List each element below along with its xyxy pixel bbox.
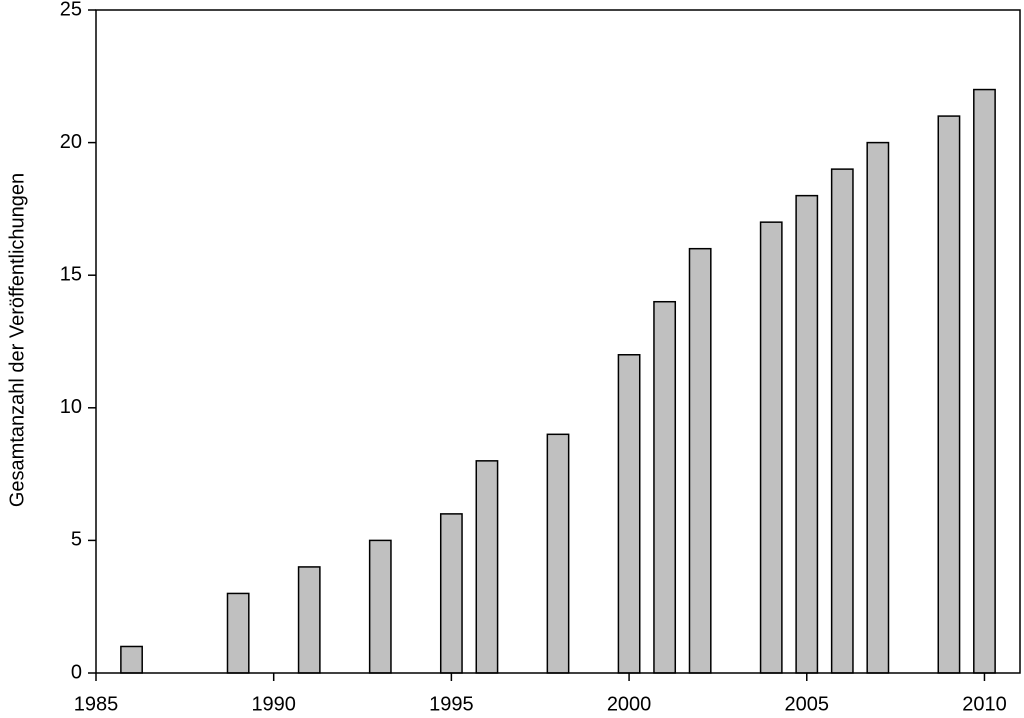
bar — [368, 539, 392, 674]
x-tick-label: 2000 — [607, 693, 652, 715]
bar — [617, 354, 641, 674]
y-tick-label: 10 — [60, 396, 82, 418]
bar — [937, 115, 961, 674]
bar — [546, 433, 570, 674]
bar — [688, 247, 712, 674]
x-tick-label: 1990 — [251, 693, 296, 715]
bar — [120, 645, 143, 674]
y-tick-label: 5 — [71, 529, 82, 551]
x-tick-label: 2010 — [962, 693, 1007, 715]
plot-frame — [95, 9, 1021, 674]
bar — [439, 513, 463, 674]
bar — [297, 566, 321, 674]
bar — [653, 300, 677, 674]
bar — [830, 168, 854, 674]
y-tick-label: 0 — [71, 661, 82, 683]
x-tick-label: 2005 — [785, 693, 830, 715]
x-tick-label: 1985 — [74, 693, 119, 715]
bar — [973, 88, 996, 674]
bar — [475, 460, 499, 674]
y-axis-label: Gesamtanzahl der Veröffentlichungen — [6, 173, 28, 507]
y-tick-label: 25 — [60, 0, 82, 20]
y-tick-label: 20 — [60, 131, 82, 153]
bar — [226, 592, 250, 674]
bar — [759, 221, 783, 674]
bar — [795, 194, 819, 674]
x-tick-label: 1995 — [429, 693, 474, 715]
bar — [866, 141, 890, 674]
y-tick-label: 15 — [60, 263, 82, 285]
